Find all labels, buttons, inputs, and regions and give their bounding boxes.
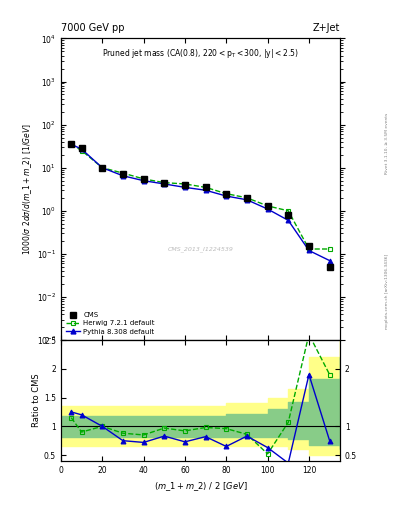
Text: Pruned jet mass (CA(0.8), 220$<$p$_\mathrm{T}$$<$300, |y|$<$2.5): Pruned jet mass (CA(0.8), 220$<$p$_\math… (102, 48, 299, 60)
X-axis label: $(m\_1 + m\_2)\ /\ 2\ [GeV]$: $(m\_1 + m\_2)\ /\ 2\ [GeV]$ (154, 480, 247, 493)
Text: mcplots.cern.ch [arXiv:1306.3436]: mcplots.cern.ch [arXiv:1306.3436] (385, 254, 389, 329)
Text: Z+Jet: Z+Jet (312, 23, 340, 33)
Text: Rivet 3.1.10, ≥ 3.5M events: Rivet 3.1.10, ≥ 3.5M events (385, 113, 389, 174)
Text: 7000 GeV pp: 7000 GeV pp (61, 23, 125, 33)
Text: CMS_2013_I1224539: CMS_2013_I1224539 (167, 247, 233, 252)
Y-axis label: Ratio to CMS: Ratio to CMS (32, 374, 41, 428)
Y-axis label: $1000/\sigma\ 2d\sigma/d(m\_1 + m\_2)\ [1/GeV]$: $1000/\sigma\ 2d\sigma/d(m\_1 + m\_2)\ [… (21, 123, 34, 255)
Legend: CMS, Herwig 7.2.1 default, Pythia 8.308 default: CMS, Herwig 7.2.1 default, Pythia 8.308 … (64, 310, 157, 337)
